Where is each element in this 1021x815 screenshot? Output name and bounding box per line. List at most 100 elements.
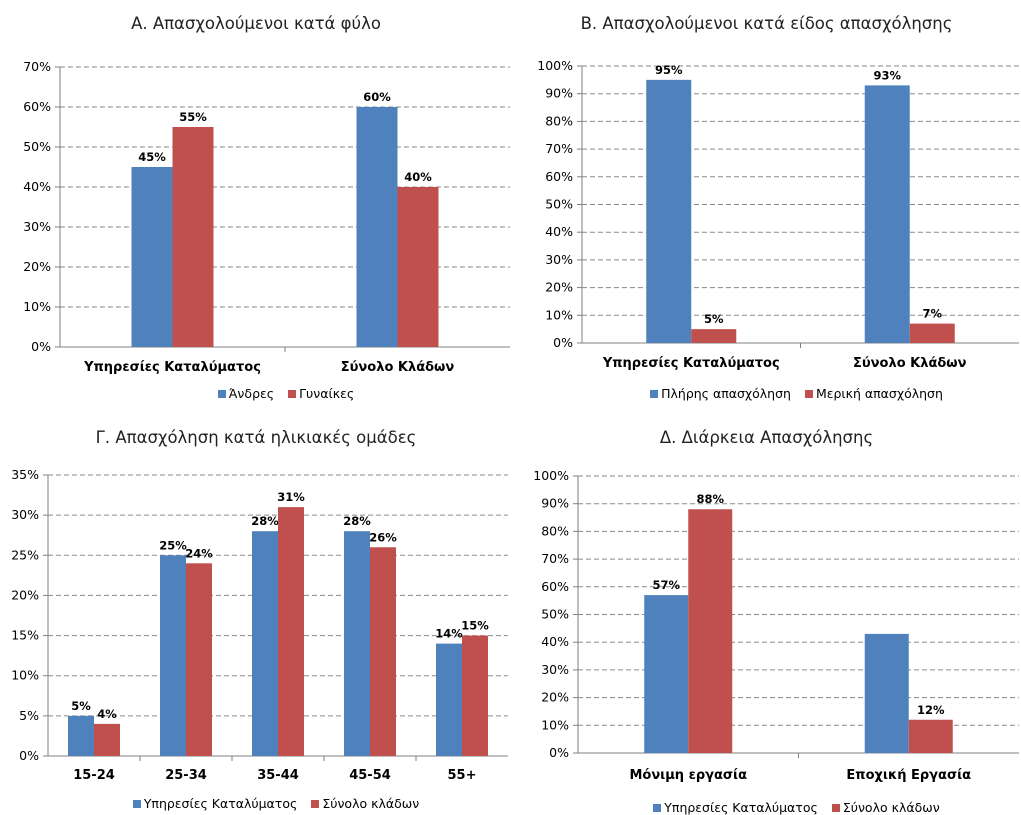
y-tick-label: 100%	[533, 468, 569, 483]
legend-swatch	[831, 803, 840, 812]
data-label: 24%	[185, 546, 213, 560]
legend-label: Πλήρης απασχόληση	[661, 386, 791, 401]
data-label: 25%	[159, 538, 187, 552]
y-tick-label: 20%	[11, 587, 39, 602]
data-label: 31%	[277, 490, 305, 504]
x-category-label: Υπηρεσίες Καταλύματος	[83, 360, 261, 375]
chart-plot: 0% 10% 20% 30% 40% 50% 60% 70% 45% 55% Υπηρεσίες Κ…	[23, 59, 510, 375]
chart-plot: 0%5%10%15%20%25%30%35%5%4%15-2425%24%25-…	[11, 467, 508, 783]
legend-label: Γυναίκες	[299, 386, 355, 401]
x-category-label: Μόνιμη εργασία	[629, 768, 747, 783]
y-tick-label: 70%	[23, 59, 51, 74]
chart-c: Γ. Απασχόληση κατά ηλικιακές ομάδες 0% 5%…	[0, 410, 512, 814]
data-label: 7%	[922, 307, 942, 321]
y-tick-label: 0%	[553, 335, 573, 350]
chart-title: Δ. Διάρκεια Απασχόλησης	[659, 428, 874, 447]
bar-series-1	[436, 643, 462, 756]
x-category-label: Σύνολο Κλάδων	[341, 360, 455, 375]
data-label: 88%	[696, 492, 724, 506]
legend-item: Σύνολο κλάδων	[311, 796, 419, 811]
bar-series-2	[172, 127, 214, 347]
chart-plot: 0% 10% 20% 30% 40% 50% 60% 70% 80% 90% 100% 95% 5% Υπ…	[537, 58, 1019, 371]
y-tick-label: 10%	[23, 299, 51, 314]
y-tick-label: 60%	[23, 99, 51, 114]
chart-b: Β. Απασχολούμενοι κατά είδος απασχόλησης…	[512, 0, 1021, 410]
data-label: 57%	[652, 578, 680, 592]
x-category-label: 15-24	[73, 768, 115, 783]
bar-series-1	[864, 85, 910, 343]
legend-item: Άνδρες	[217, 386, 275, 401]
bar-series-2	[691, 329, 737, 343]
bar-series-2	[186, 563, 212, 756]
y-tick-label: 0%	[31, 339, 51, 354]
y-tick-label: 70%	[541, 551, 569, 566]
x-category-label: Υπηρεσίες Καταλύματος	[602, 356, 780, 371]
y-tick-label: 20%	[545, 280, 573, 295]
data-label: 60%	[363, 90, 391, 104]
legend-item: Υπηρεσίες Καταλύματος	[132, 796, 297, 811]
data-label: 28%	[251, 514, 279, 528]
data-label: 45%	[138, 150, 166, 164]
legend-item: Μερική απασχόληση	[804, 386, 943, 401]
bar-series-1	[644, 595, 689, 753]
data-label: 15%	[461, 619, 489, 633]
y-tick-label: 10%	[545, 307, 573, 322]
bar-series-2	[94, 723, 120, 756]
bar-series-1	[356, 107, 398, 347]
legend-swatch	[650, 389, 659, 398]
legend-swatch	[288, 389, 297, 398]
legend-label: Σύνολο κλάδων	[322, 796, 420, 811]
y-tick-label: 30%	[23, 219, 51, 234]
y-tick-label: 0%	[19, 748, 39, 763]
data-label: 4%	[97, 707, 117, 721]
bar-series-2	[908, 719, 953, 753]
data-label: 5%	[704, 312, 724, 326]
legend-item: Υπηρεσίες Καταλύματος	[653, 800, 818, 815]
chart-legend: Πλήρης απασχόληση Μερική απασχόληση	[542, 386, 1021, 401]
bar-series-2	[278, 507, 304, 756]
legend-swatch	[217, 389, 226, 398]
x-category-label: 25-34	[165, 768, 207, 783]
data-label: 95%	[655, 63, 683, 77]
data-label: 93%	[873, 68, 901, 82]
bar-series-2	[370, 547, 396, 756]
x-category-label: 55+	[448, 768, 477, 783]
bar-series-1	[646, 79, 692, 343]
legend-swatch	[132, 799, 141, 808]
x-category-label: Εποχική Εργασία	[846, 768, 971, 783]
chart-legend: Υπηρεσίες Καταλύματος Σύνολο κλάδων	[542, 800, 1021, 815]
y-tick-label: 25%	[11, 547, 39, 562]
bar-series-1	[131, 167, 173, 347]
bar-series-1	[864, 633, 909, 753]
chart-title: Β. Απασχολούμενοι κατά είδος απασχόλησης	[580, 14, 953, 33]
y-tick-label: 10%	[11, 668, 39, 683]
y-tick-label: 40%	[541, 634, 569, 649]
bar-series-2	[462, 635, 488, 756]
bar-series-2	[909, 323, 955, 343]
y-tick-label: 60%	[541, 579, 569, 594]
y-tick-label: 90%	[541, 496, 569, 511]
bar-series-1	[160, 555, 186, 756]
y-tick-label: 70%	[545, 141, 573, 156]
legend-item: Γυναίκες	[288, 386, 354, 401]
y-tick-label: 100%	[537, 58, 573, 73]
y-tick-label: 15%	[11, 628, 39, 643]
x-category-label: 45-54	[349, 768, 391, 783]
legend-item: Σύνολο κλάδων	[831, 800, 940, 815]
legend-swatch	[804, 389, 813, 398]
y-tick-label: 80%	[541, 523, 569, 538]
y-tick-label: 40%	[545, 224, 573, 239]
data-label: 5%	[71, 699, 91, 713]
data-label: 26%	[369, 530, 397, 544]
y-tick-label: 50%	[545, 197, 573, 212]
data-label: 55%	[179, 110, 207, 124]
y-tick-label: 5%	[19, 708, 39, 723]
data-label: 14%	[435, 627, 463, 641]
y-tick-label: 35%	[11, 467, 39, 482]
data-label: 12%	[917, 703, 945, 717]
chart-a: Α. Απασχολούμενοι κατά φύλο 0% 10% 20% 30% 4…	[0, 0, 512, 410]
bar-series-1	[252, 531, 278, 756]
x-category-label: 35-44	[257, 768, 299, 783]
legend-label: Άνδρες	[228, 386, 275, 401]
chart-legend: Υπηρεσίες Καταλύματος Σύνολο κλάδων	[20, 796, 532, 811]
